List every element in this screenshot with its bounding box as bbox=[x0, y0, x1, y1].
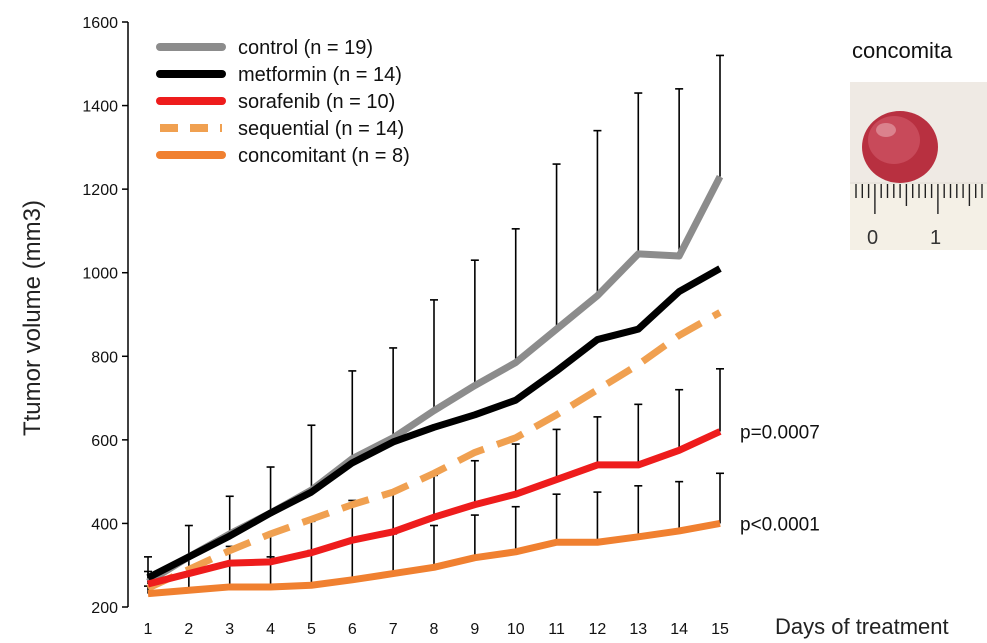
y-tick-label: 1400 bbox=[82, 99, 118, 116]
ruler-label-0: 0 bbox=[867, 227, 878, 249]
y-tick-label: 400 bbox=[91, 516, 118, 533]
y-tick-label: 800 bbox=[91, 349, 118, 366]
x-tick-label: 13 bbox=[629, 621, 647, 638]
y-tick-label: 600 bbox=[91, 433, 118, 450]
x-tick-label: 3 bbox=[225, 621, 234, 638]
p-value-annotation: p<0.0001 bbox=[740, 514, 820, 535]
y-tick-label: 1600 bbox=[82, 15, 118, 32]
legend-label-sorafenib: sorafenib (n = 10) bbox=[238, 91, 395, 113]
x-tick-label: 5 bbox=[307, 621, 316, 638]
x-tick-label: 8 bbox=[430, 621, 439, 638]
error-bars bbox=[144, 54, 724, 594]
series-line-metformin bbox=[146, 265, 722, 581]
y-tick-labels: 200 400 600 800 1000 1200 1400 1600 bbox=[82, 15, 128, 617]
x-tick-label: 4 bbox=[266, 621, 275, 638]
x-tick-label: 2 bbox=[184, 621, 193, 638]
y-tick-label: 1200 bbox=[82, 182, 118, 199]
legend-label-metformin: metformin (n = 14) bbox=[238, 64, 402, 86]
x-tick-label: 6 bbox=[348, 621, 357, 638]
y-axis-title: Ttumor volume (mm3) bbox=[19, 200, 46, 436]
ruler-label-1: 1 bbox=[930, 227, 941, 249]
annotations: p=0.0007 p<0.0001 bbox=[740, 423, 820, 536]
legend: control (n = 19) metformin (n = 14) sorafe… bbox=[156, 37, 410, 167]
x-axis-title: Days of treatment bbox=[775, 614, 949, 639]
legend-label-sequential: sequential (n = 14) bbox=[238, 118, 404, 140]
x-tick-label: 7 bbox=[389, 621, 398, 638]
x-tick-labels: 1 2 3 4 5 6 7 8 9 10 11 12 13 14 15 bbox=[144, 621, 729, 638]
x-tick-label: 10 bbox=[507, 621, 525, 638]
x-tick-label: 15 bbox=[711, 621, 729, 638]
x-tick-label: 11 bbox=[548, 621, 565, 638]
x-tick-label: 1 bbox=[144, 621, 153, 638]
photo-title: concomita bbox=[852, 38, 953, 63]
series-lines bbox=[146, 175, 724, 598]
x-tick-label: 9 bbox=[470, 621, 479, 638]
legend-label-concomitant: concomitant (n = 8) bbox=[238, 145, 410, 167]
tumor-photo: concomita 0 1 bbox=[850, 38, 987, 250]
x-tick-label: 14 bbox=[670, 621, 688, 638]
ruler-ticks bbox=[855, 184, 983, 214]
y-tick-label: 200 bbox=[91, 600, 118, 617]
x-tick-label: 12 bbox=[589, 621, 607, 638]
series-line-concomitant bbox=[147, 519, 721, 598]
p-value-annotation: p=0.0007 bbox=[740, 423, 820, 444]
series-line-sorafenib bbox=[147, 428, 722, 588]
y-tick-label: 1000 bbox=[82, 266, 118, 283]
series-line-sequential bbox=[146, 309, 722, 592]
legend-label-control: control (n = 19) bbox=[238, 37, 373, 59]
